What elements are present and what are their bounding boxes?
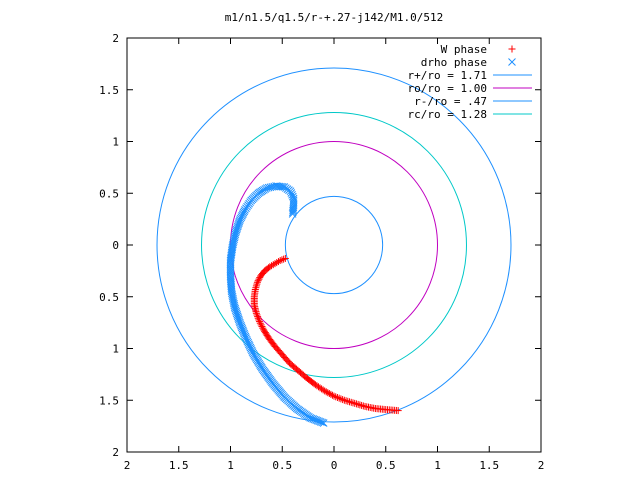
w-phase-point [508, 45, 516, 53]
w-phase-point [254, 314, 262, 322]
w-phase-point [359, 402, 367, 410]
w-phase-point [347, 398, 355, 406]
w-phase-point [346, 398, 354, 406]
y-tick-label: 0 [112, 239, 119, 252]
w-phase-point [254, 277, 262, 285]
w-phase-point [256, 274, 264, 282]
w-phase-point [332, 393, 340, 401]
circle-series [230, 141, 438, 349]
legend-label: W phase [441, 43, 487, 56]
w-phase-point [335, 394, 343, 402]
w-phase-point [337, 395, 345, 403]
w-phase-point [253, 278, 261, 286]
w-phase-point [280, 255, 288, 263]
y-tick-label: 1 [112, 343, 119, 356]
w-phase-point [321, 387, 329, 395]
x-tick-label: 0.5 [272, 459, 292, 472]
y-tick-label: 2 [112, 446, 119, 459]
w-phase-point [358, 401, 366, 409]
w-phase-point [252, 282, 260, 290]
x-tick-label: 2 [538, 459, 545, 472]
w-phase-point [252, 309, 260, 317]
w-phase-point [394, 407, 402, 415]
drho-phase-point [508, 58, 516, 66]
legend-label: r+/ro = 1.71 [408, 69, 487, 82]
legend-entry: W phase [441, 43, 516, 56]
x-tick-label: 0 [331, 459, 338, 472]
w-phase-point [322, 388, 330, 396]
w-phase-point [344, 397, 352, 405]
y-tick-label: 1.5 [99, 84, 119, 97]
x-tick-label: 1.5 [479, 459, 499, 472]
w-phase-point [255, 316, 263, 324]
w-phase-point [254, 313, 262, 321]
w-phase-point [354, 400, 362, 408]
ticks-layer: 2 1.5 1 0.5 0 0.5 1 1.5 221.510.500.511.52 [99, 32, 544, 472]
legend-entry: rc/ro = 1.28 [408, 108, 532, 121]
w-phase-point [253, 280, 261, 288]
w-phase-point [351, 399, 359, 407]
drho-phase-series [226, 182, 328, 427]
legend-label: rc/ro = 1.28 [408, 108, 487, 121]
w-phase-point [256, 319, 264, 327]
w-phase-point [330, 392, 338, 400]
w-phase-point [325, 390, 333, 398]
circle-series [156, 67, 512, 423]
w-phase-series [250, 254, 402, 415]
w-phase-point [259, 324, 267, 332]
x-tick-label: 1.5 [169, 459, 189, 472]
y-tick-label: 0.5 [99, 291, 119, 304]
legend-entry: drho phase [421, 56, 516, 69]
w-phase-point [356, 401, 364, 409]
legend-entry: ro/ro = 1.00 [408, 82, 532, 95]
w-phase-point [255, 318, 263, 326]
w-phase-point [252, 284, 260, 292]
w-phase-point [257, 272, 265, 280]
w-phase-point [328, 391, 336, 399]
legend-label: ro/ro = 1.00 [408, 82, 487, 95]
w-phase-point [257, 321, 265, 329]
w-phase-point [278, 256, 286, 264]
w-phase-point [349, 399, 357, 407]
points-layer [226, 182, 402, 427]
legend-label: drho phase [421, 56, 487, 69]
legend-label: r-/ro = .47 [414, 95, 487, 108]
w-phase-point [255, 275, 263, 283]
w-phase-point [339, 396, 347, 404]
drho-phase-point [318, 418, 327, 427]
w-phase-point [333, 393, 341, 401]
circle-series [284, 195, 384, 295]
y-tick-label: 2 [112, 32, 119, 45]
chart-title: m1/n1.5/q1.5/r-+.27-j142/M1.0/512 [225, 11, 444, 24]
w-phase-point [327, 390, 335, 398]
y-tick-label: 1.5 [99, 394, 119, 407]
x-tick-label: 0.5 [376, 459, 396, 472]
w-phase-point [258, 271, 266, 279]
w-phase-point [281, 254, 289, 262]
w-phase-point [340, 396, 348, 404]
w-phase-point [342, 397, 350, 405]
x-tick-label: 1 [434, 459, 441, 472]
circles-layer [156, 67, 512, 423]
w-phase-point [258, 323, 266, 331]
legend-entry: r-/ro = .47 [414, 95, 532, 108]
y-tick-label: 1 [112, 136, 119, 149]
legend-entry: r+/ro = 1.71 [408, 69, 532, 82]
w-phase-point [253, 311, 261, 319]
drho-phase-point [319, 419, 328, 427]
x-tick-label: 1 [227, 459, 234, 472]
x-tick-label: 2 [124, 459, 131, 472]
w-phase-point [352, 400, 360, 408]
y-tick-label: 0.5 [99, 187, 119, 200]
drho-phase-point [289, 201, 298, 210]
drho-phase-point [289, 200, 298, 208]
circle-series [201, 112, 467, 378]
w-phase-point [324, 389, 332, 397]
